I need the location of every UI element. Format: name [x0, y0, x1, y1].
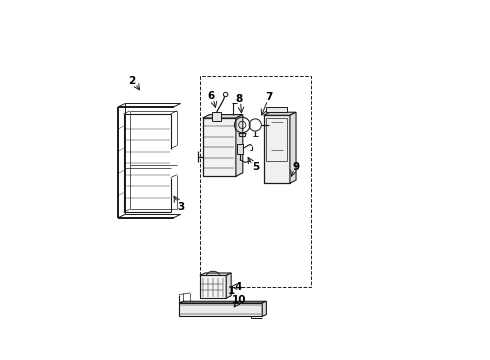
Polygon shape [262, 301, 267, 316]
Text: 1: 1 [228, 286, 235, 296]
Text: 2: 2 [128, 76, 135, 86]
Text: 10: 10 [231, 296, 246, 305]
Polygon shape [264, 112, 296, 115]
Text: 4: 4 [235, 282, 243, 292]
Text: 7: 7 [266, 92, 273, 102]
Bar [264, 115, 290, 183]
Polygon shape [200, 273, 231, 275]
Polygon shape [290, 112, 296, 183]
Polygon shape [179, 301, 267, 303]
Text: 3: 3 [177, 202, 185, 212]
Bar [200, 275, 226, 298]
Bar [200, 76, 311, 287]
Bar [212, 112, 220, 121]
Text: 8: 8 [235, 94, 242, 104]
Bar [179, 303, 262, 316]
Polygon shape [203, 114, 243, 118]
Bar [267, 107, 287, 112]
Bar [203, 118, 236, 176]
Polygon shape [226, 273, 231, 298]
Bar [237, 144, 243, 154]
Text: 6: 6 [207, 91, 215, 101]
Text: 9: 9 [293, 162, 299, 172]
Polygon shape [236, 114, 243, 176]
Text: 5: 5 [252, 162, 259, 172]
